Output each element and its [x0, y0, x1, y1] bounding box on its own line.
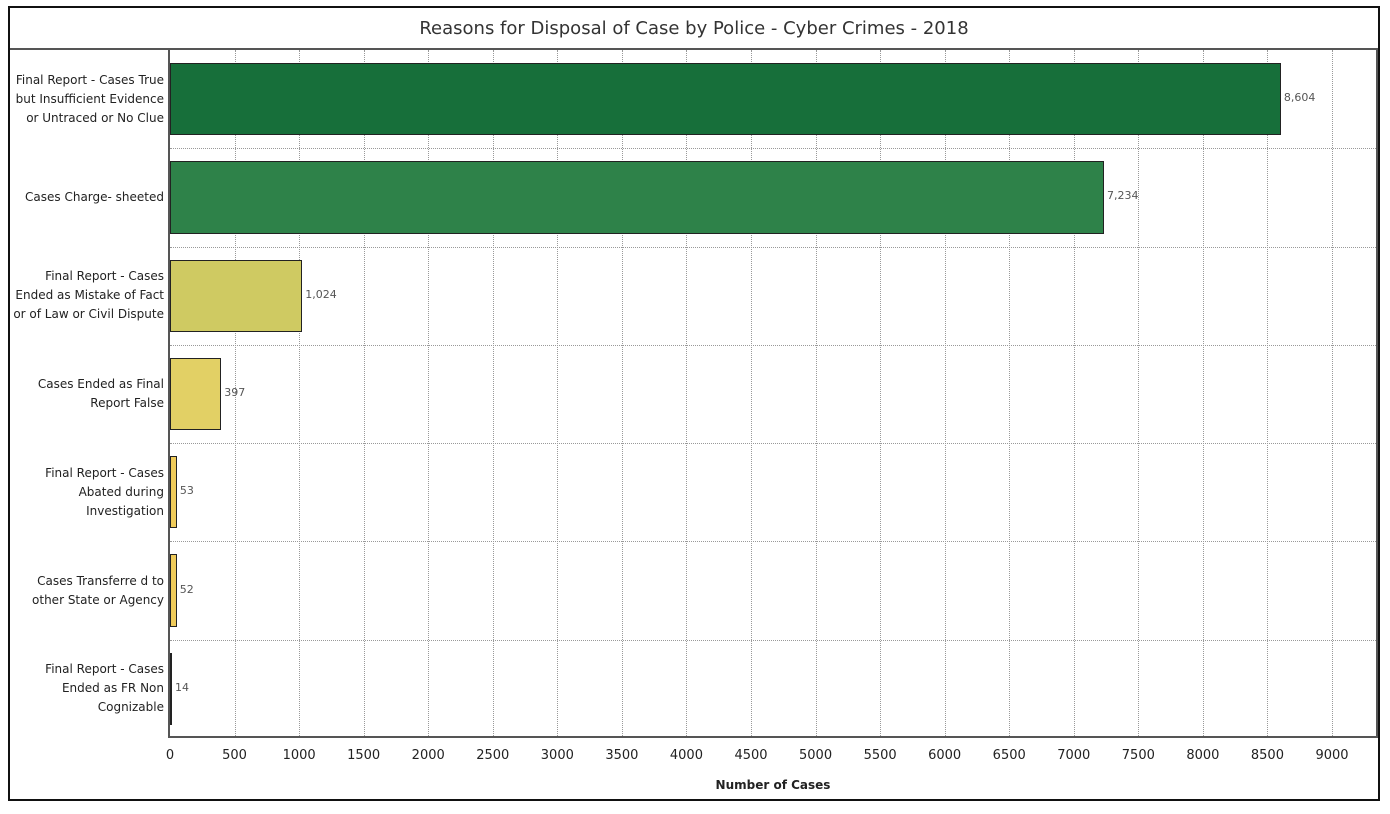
- gridline-vertical: [944, 50, 946, 736]
- bar[interactable]: [170, 161, 1104, 234]
- x-tick-label: 2500: [476, 748, 510, 763]
- x-tick-label: 8000: [1186, 748, 1220, 763]
- x-tick-label: 6500: [992, 748, 1026, 763]
- x-tick-label: 9000: [1315, 748, 1349, 763]
- category-label: Final Report - Cases True but Insufficien…: [15, 72, 164, 125]
- gridline-vertical: [686, 50, 688, 736]
- x-tick-label: 7000: [1057, 748, 1091, 763]
- category-label: Cases Ended as Final Report False: [37, 376, 164, 410]
- gridline-vertical: [880, 50, 882, 736]
- bar[interactable]: [170, 652, 172, 725]
- bar[interactable]: [170, 63, 1281, 136]
- category-label: Final Report - Cases Ended as FR Non Cogni…: [45, 662, 164, 715]
- gridline-horizontal: [170, 639, 1376, 641]
- x-tick-label: 1500: [347, 748, 381, 763]
- gridline-horizontal: [170, 148, 1376, 150]
- gridline-horizontal: [170, 246, 1376, 248]
- bar-value-label: 7,234: [1106, 189, 1139, 203]
- gridline-vertical: [751, 50, 752, 736]
- category-label: Final Report - Cases Abated during Investi…: [45, 465, 164, 518]
- gridline-vertical: [1267, 50, 1269, 736]
- category-label: Cases Transferre d to other State or Agen…: [32, 573, 164, 607]
- gridline-vertical: [1138, 50, 1140, 736]
- gridline-horizontal: [170, 443, 1376, 445]
- category-label: Cases Charge- sheeted: [25, 189, 164, 204]
- gridline-vertical: [815, 50, 817, 736]
- gridline-vertical: [1202, 50, 1204, 736]
- x-tick-label: 4500: [734, 748, 768, 763]
- gridline-vertical: [621, 50, 623, 736]
- gridline-vertical: [428, 50, 430, 736]
- x-tick-label: 0: [165, 748, 175, 763]
- gridline-vertical: [299, 50, 301, 736]
- gridline-vertical: [1073, 50, 1075, 736]
- gridline-vertical: [1332, 50, 1333, 736]
- x-tick-label: 8500: [1250, 748, 1284, 763]
- gridline-horizontal: [170, 541, 1376, 543]
- bar[interactable]: [170, 259, 303, 332]
- bar-value-label: 8,604: [1283, 91, 1316, 105]
- bar-value-label: 52: [179, 582, 194, 596]
- category-label: Final Report - Cases Ended as Mistake of …: [13, 269, 164, 322]
- gridline-vertical: [492, 50, 494, 736]
- x-tick-label: 3000: [540, 748, 574, 763]
- chart-title: Reasons for Disposal of Case by Police -…: [10, 8, 1378, 50]
- gridline-horizontal: [170, 344, 1376, 346]
- x-axis-label: Number of Cases: [715, 778, 831, 792]
- x-tick-label: 5000: [799, 748, 833, 763]
- bar-value-label: 14: [175, 680, 189, 694]
- x-tick-label: 4000: [669, 748, 703, 763]
- bar-value-label: 397: [224, 386, 246, 399]
- x-tick-label: 2000: [411, 748, 445, 763]
- x-tick-label: 7500: [1121, 748, 1155, 763]
- chart-frame: Reasons for Disposal of Case by Police -…: [8, 6, 1380, 801]
- x-tick-label: 6000: [928, 748, 962, 763]
- bar[interactable]: [170, 456, 177, 529]
- bar-value-label: 1,024: [305, 287, 337, 301]
- x-tick-label: 5500: [863, 748, 897, 763]
- gridline-vertical: [363, 50, 365, 736]
- x-tick-label: 3500: [605, 748, 639, 763]
- gridline-vertical: [1009, 50, 1011, 736]
- x-tick-label: 500: [222, 748, 247, 763]
- plot-area: 8,604 7,234 1,024 397 53 52 14: [168, 50, 1378, 738]
- bar[interactable]: [170, 554, 177, 627]
- x-tick-label: 1000: [282, 748, 316, 763]
- gridline-vertical: [234, 50, 236, 736]
- gridline-vertical: [557, 50, 559, 736]
- bar-value-label: 53: [179, 484, 194, 498]
- bar[interactable]: [170, 357, 222, 431]
